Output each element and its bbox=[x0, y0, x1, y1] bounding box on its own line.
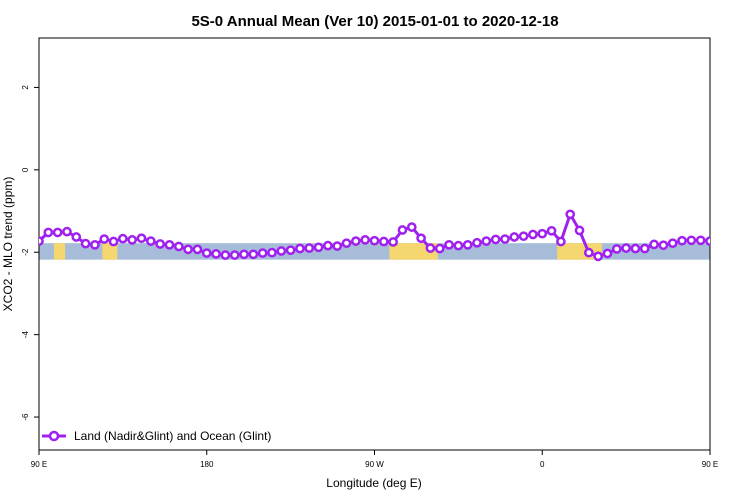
y-tick-label: -6 bbox=[21, 413, 30, 421]
data-point bbox=[397, 225, 408, 235]
data-point bbox=[164, 239, 175, 250]
y-axis: 2 0 -2 -4 -6 bbox=[21, 85, 39, 421]
land-segment bbox=[53, 243, 66, 260]
data-point bbox=[118, 233, 128, 244]
data-point bbox=[276, 246, 287, 256]
x-tick-label: 90 E bbox=[31, 460, 47, 469]
data-point bbox=[71, 232, 82, 242]
data-point bbox=[183, 244, 193, 255]
data-point bbox=[99, 234, 110, 244]
data-point bbox=[220, 250, 231, 260]
data-point bbox=[285, 245, 296, 256]
data-point bbox=[602, 248, 613, 259]
y-axis-label: XCO2 - MLO trend (ppm) bbox=[1, 177, 15, 312]
data-point bbox=[43, 227, 54, 238]
data-point bbox=[313, 242, 324, 253]
data-point bbox=[192, 244, 203, 255]
data-point bbox=[639, 243, 650, 254]
data-point bbox=[332, 241, 343, 251]
data-point bbox=[267, 247, 277, 258]
data-point bbox=[388, 237, 398, 247]
data-point bbox=[509, 232, 520, 242]
data-point bbox=[453, 240, 464, 251]
x-tick-label: 180 bbox=[200, 460, 214, 469]
legend-label: Land (Nadir&Glint) and Ocean (Glint) bbox=[74, 429, 271, 443]
data-point bbox=[369, 235, 380, 246]
data-point bbox=[360, 235, 371, 245]
data-point bbox=[257, 248, 268, 258]
data-point bbox=[136, 233, 147, 244]
data-point bbox=[500, 234, 510, 244]
data-point bbox=[52, 227, 63, 238]
data-point bbox=[341, 238, 352, 249]
y-tick-label: 2 bbox=[21, 85, 30, 90]
data-point bbox=[434, 243, 445, 254]
data-point bbox=[686, 235, 697, 246]
chart-title: 5S-0 Annual Mean (Ver 10) 2015-01-01 to … bbox=[191, 13, 558, 30]
data-point bbox=[546, 225, 557, 236]
data-point bbox=[406, 222, 417, 232]
data-point bbox=[80, 238, 91, 249]
data-point bbox=[351, 236, 361, 246]
y-tick-label: -2 bbox=[21, 248, 30, 256]
data-point bbox=[611, 244, 622, 254]
data-point bbox=[630, 243, 641, 254]
data-point bbox=[323, 240, 333, 251]
data-point bbox=[173, 241, 184, 252]
data-point bbox=[490, 234, 501, 245]
data-point bbox=[556, 236, 566, 247]
legend-marker bbox=[48, 430, 60, 442]
y-tick-label: 0 bbox=[21, 167, 30, 172]
data-point bbox=[248, 249, 259, 260]
data-point bbox=[565, 209, 576, 220]
x-tick-label: 0 bbox=[540, 460, 545, 469]
data-point bbox=[155, 239, 166, 249]
data-point bbox=[201, 248, 212, 258]
data-point bbox=[593, 251, 604, 262]
x-tick-label: 90 W bbox=[365, 460, 384, 469]
data-point bbox=[574, 225, 585, 236]
data-point bbox=[583, 247, 594, 258]
data-point bbox=[90, 239, 100, 250]
data-point bbox=[127, 235, 138, 245]
x-tick-label: 90 E bbox=[702, 460, 718, 469]
x-axis: 90 E 180 90 W 0 90 E bbox=[31, 450, 718, 469]
data-point bbox=[528, 229, 538, 240]
data-point bbox=[108, 236, 119, 247]
data-point bbox=[481, 236, 492, 246]
data-point bbox=[677, 235, 687, 246]
data-point bbox=[649, 239, 659, 250]
data-point bbox=[378, 236, 389, 247]
data-point bbox=[416, 233, 426, 244]
data-point bbox=[304, 243, 315, 253]
data-point bbox=[425, 243, 436, 253]
data-point bbox=[211, 249, 221, 259]
land-segment bbox=[102, 243, 118, 260]
data-point bbox=[621, 243, 631, 253]
data-point bbox=[537, 228, 548, 239]
data-point bbox=[658, 240, 669, 251]
legend: Land (Nadir&Glint) and Ocean (Glint) bbox=[42, 429, 271, 443]
data-point bbox=[444, 239, 454, 250]
y-tick-label: -4 bbox=[21, 331, 30, 339]
data-point bbox=[705, 236, 710, 246]
data-point bbox=[518, 231, 529, 242]
data-point bbox=[39, 236, 44, 246]
data-point bbox=[695, 235, 706, 246]
data-point bbox=[239, 249, 249, 260]
data-point bbox=[62, 226, 72, 237]
data-point bbox=[145, 236, 156, 246]
x-axis-label: Longitude (deg E) bbox=[326, 476, 421, 490]
data-point bbox=[295, 243, 305, 254]
series-layer bbox=[39, 209, 710, 262]
data-point bbox=[472, 237, 482, 248]
data-point bbox=[667, 238, 678, 249]
data-point bbox=[229, 250, 240, 260]
data-point bbox=[462, 239, 473, 250]
